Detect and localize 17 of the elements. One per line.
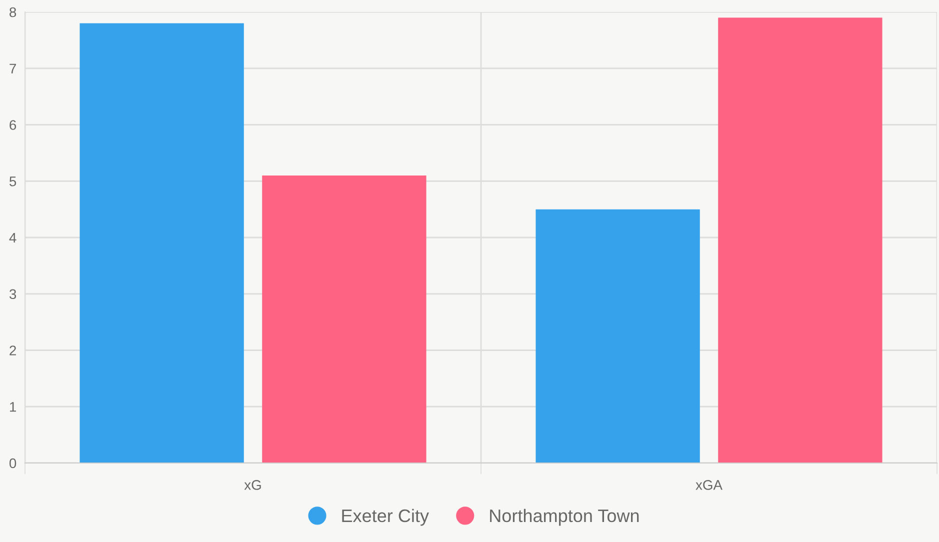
bar — [718, 18, 882, 463]
bar — [80, 23, 244, 463]
y-tick-label: 3 — [9, 289, 16, 300]
bar — [536, 209, 700, 463]
y-tick-label: 8 — [10, 7, 16, 18]
x-tick-label: xG — [244, 480, 261, 490]
x-tick-label: xGA — [696, 480, 722, 490]
bar — [262, 175, 426, 463]
legend-label: Exeter City — [342, 508, 429, 526]
y-tick-label: 0 — [9, 458, 16, 468]
legend-label: Northampton Town — [490, 508, 639, 526]
y-tick-label: 7 — [10, 64, 16, 74]
y-tick-label: 1 — [10, 402, 16, 412]
y-tick-label: 6 — [10, 120, 16, 130]
y-tick-label: 4 — [9, 232, 16, 243]
y-tick-label: 2 — [10, 346, 16, 356]
y-tick-label: 5 — [10, 176, 16, 186]
